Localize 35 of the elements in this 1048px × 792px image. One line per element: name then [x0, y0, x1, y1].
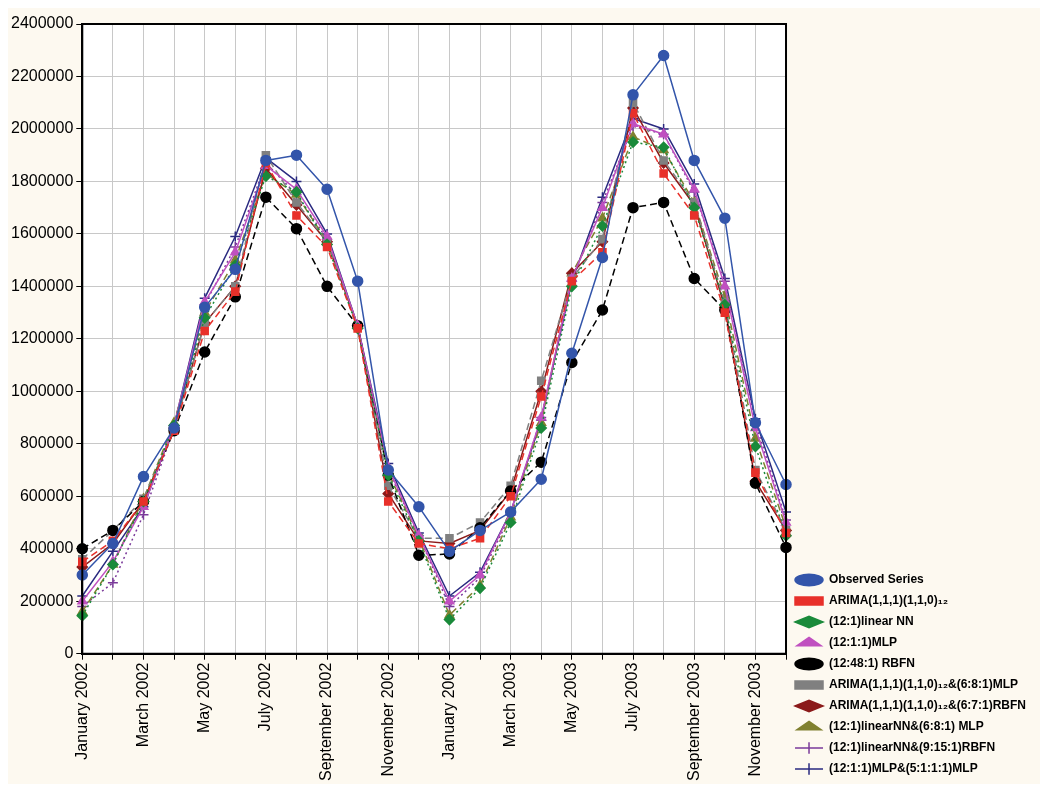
legend-label: (12:1)linearNN&(9:15:1)RBFN	[829, 740, 996, 755]
legend-label: (12:1:1)MLP&(5:1:1:1)MLP	[829, 761, 978, 776]
y-tick-label: 800000	[19, 434, 74, 452]
x-tick-label: November 2003	[745, 662, 763, 777]
x-tick-label: January 2003	[439, 662, 457, 760]
x-tick-label: March 2003	[501, 662, 519, 748]
x-tick-label: July 2003	[623, 662, 641, 732]
x-tick-label: May 2003	[562, 662, 580, 733]
legend-label: ARIMA(1,1,1)(1,1,0)₁₂&(6:7:1)RBFN	[829, 698, 1027, 713]
x-tick-label: January 2002	[72, 662, 90, 760]
x-tick-label: July 2002	[256, 662, 274, 732]
y-tick-label: 1600000	[10, 224, 74, 242]
y-tick-label: 1400000	[10, 276, 74, 294]
y-tick-label: 600000	[19, 486, 74, 504]
y-tick-label: 0	[64, 644, 74, 662]
y-tick-label: 1000000	[10, 381, 74, 399]
legend-label: (12:48:1) RBFN	[829, 656, 916, 671]
x-tick-label: September 2002	[317, 662, 335, 782]
y-tick-label: 2000000	[10, 119, 74, 137]
legend-label: (12:1:1)MLP	[829, 635, 898, 650]
x-tick-label: November 2002	[378, 662, 396, 777]
legend-label: (12:1)linearNN&(6:8:1) MLP	[829, 719, 984, 734]
y-tick-label: 1200000	[10, 329, 74, 347]
legend-label: ARIMA(1,1,1)(1,1,0)₁₂	[829, 593, 949, 608]
x-tick-label: May 2002	[195, 662, 213, 733]
y-tick-label: 400000	[19, 539, 74, 557]
legend-label: ARIMA(1,1,1)(1,1,0)₁₂&(6:8:1)MLP	[829, 677, 1019, 692]
legend-label: (12:1)linear NN	[829, 614, 914, 629]
legend-label: Observed Series	[829, 572, 925, 587]
x-tick-label: September 2003	[684, 662, 702, 782]
y-tick-label: 1800000	[10, 171, 74, 189]
y-tick-label: 200000	[19, 591, 74, 609]
x-tick-label: March 2002	[133, 662, 151, 748]
y-tick-label: 2200000	[10, 66, 74, 84]
y-tick-label: 2400000	[10, 14, 74, 32]
